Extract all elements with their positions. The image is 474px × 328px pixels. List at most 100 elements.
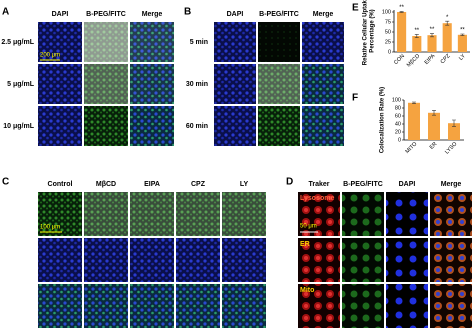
panel-label: E — [352, 3, 359, 14]
y-tick-label: 75 — [385, 19, 391, 25]
significance: ** — [399, 5, 404, 11]
row-label: Mito — [300, 287, 314, 294]
micrograph — [214, 106, 256, 146]
column-header: DAPI — [227, 11, 244, 18]
column-header: LY — [240, 181, 249, 188]
micrograph — [38, 64, 82, 104]
micrograph — [302, 64, 344, 104]
significance: ** — [430, 27, 435, 33]
x-tick-label: MβCD — [406, 53, 421, 68]
micrograph — [84, 106, 128, 146]
x-tick-label: CON — [393, 53, 406, 66]
scale-bar-label: 50 μm — [300, 224, 317, 230]
column-header: CPZ — [191, 181, 206, 188]
micrograph — [214, 22, 256, 62]
micrograph — [430, 192, 472, 236]
row-label: 60 min — [186, 123, 208, 130]
y-tick-label: 25 — [385, 39, 391, 45]
micrograph — [298, 284, 340, 328]
micrograph — [38, 106, 82, 146]
row-label: 10 μg/mL — [3, 123, 34, 130]
x-tick-label: MITO — [405, 141, 419, 155]
y-tick-label: 80 — [395, 105, 401, 111]
significance: * — [446, 15, 449, 21]
micrograph — [386, 284, 428, 328]
micrograph — [84, 22, 128, 62]
micrograph — [130, 284, 174, 328]
micrograph — [222, 238, 266, 282]
bar — [412, 36, 422, 52]
micrograph — [302, 106, 344, 146]
micrograph — [38, 192, 82, 236]
panel-label: A — [2, 7, 9, 18]
micrograph — [130, 106, 174, 146]
y-axis-label: Relative Cellular Uptake — [363, 0, 369, 65]
bar — [457, 34, 467, 52]
row-label: 30 min — [186, 81, 208, 88]
column-header: B-PEG/FITC — [86, 11, 126, 18]
x-tick-label: CPZ — [440, 53, 452, 65]
column-header: Merge — [441, 181, 462, 188]
error-bar — [399, 11, 404, 13]
micrograph — [130, 22, 174, 62]
column-header: Merge — [142, 11, 163, 18]
micrograph — [84, 192, 128, 236]
panel-label: C — [2, 177, 9, 188]
micrograph — [342, 192, 384, 236]
error-bar — [412, 101, 416, 104]
y-tick-label: 0 — [388, 49, 391, 55]
micrograph — [38, 284, 82, 328]
micrograph — [130, 192, 174, 236]
micrograph — [176, 284, 220, 328]
significance: ** — [414, 28, 419, 34]
panel-label: F — [352, 93, 358, 104]
micrograph — [38, 22, 82, 62]
row-label: ER — [300, 241, 310, 248]
micrograph — [130, 238, 174, 282]
bar — [408, 102, 420, 140]
micrograph — [386, 192, 428, 236]
micrograph — [84, 238, 128, 282]
micrograph — [176, 192, 220, 236]
column-header: Traker — [308, 181, 329, 188]
row-label: 5 μg/mL — [7, 81, 35, 88]
x-tick-label: ER — [429, 141, 439, 151]
row-label: Lysosome — [300, 195, 334, 202]
error-bar — [452, 119, 456, 127]
micrograph — [84, 64, 128, 104]
error-bar — [432, 110, 436, 116]
bar — [397, 12, 407, 52]
column-header: MβCD — [96, 181, 116, 188]
significance: ** — [460, 28, 465, 34]
micrograph — [222, 284, 266, 328]
micrograph — [84, 284, 128, 328]
y-axis-label: Percentage (%) — [370, 9, 376, 52]
y-tick-label: 60 — [395, 113, 401, 119]
column-header: DAPI — [52, 11, 69, 18]
column-header: Control — [48, 181, 73, 188]
micrograph — [176, 238, 220, 282]
x-tick-label: EIPA — [424, 53, 437, 66]
column-header: Merge — [313, 11, 334, 18]
bar — [448, 123, 460, 140]
bar — [428, 112, 440, 140]
micrograph — [222, 192, 266, 236]
error-bar — [445, 20, 450, 26]
y-tick-label: 100 — [392, 97, 401, 103]
micrograph — [214, 64, 256, 104]
micrograph — [386, 238, 428, 282]
y-tick-label: 50 — [385, 29, 391, 35]
scale-bar-label: 200 μm — [40, 53, 60, 59]
y-tick-label: 20 — [395, 129, 401, 135]
y-tick-label: 40 — [395, 121, 401, 127]
column-header: B-PEG/FITC — [259, 11, 299, 18]
error-bar — [460, 33, 465, 36]
micrograph — [258, 106, 300, 146]
micrograph — [258, 64, 300, 104]
panel-label: D — [286, 177, 293, 188]
micrograph — [430, 238, 472, 282]
error-bar — [414, 34, 419, 38]
bar — [427, 35, 437, 52]
bar — [442, 23, 452, 52]
